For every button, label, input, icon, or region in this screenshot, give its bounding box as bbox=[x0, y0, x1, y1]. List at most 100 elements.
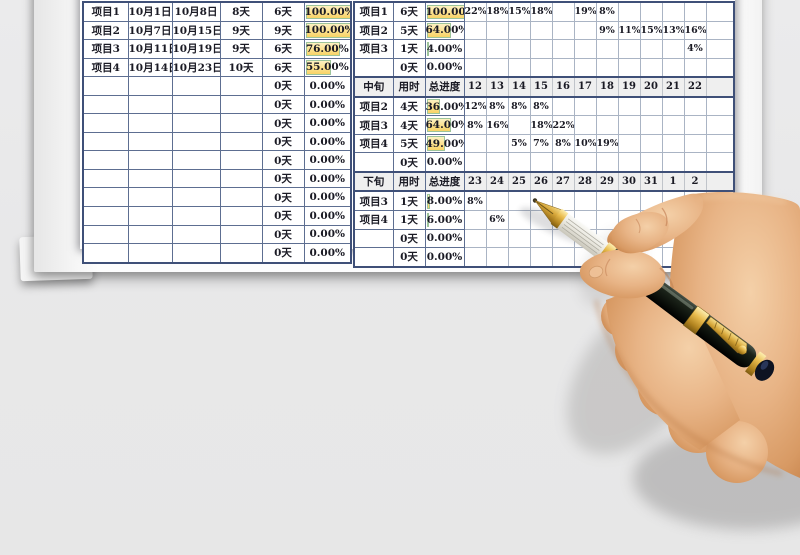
day-cell[interactable]: 18% bbox=[485, 1, 509, 22]
day-cell[interactable] bbox=[485, 152, 509, 173]
cell-start-date[interactable] bbox=[127, 150, 173, 170]
cell-project[interactable] bbox=[82, 131, 129, 152]
day-cell[interactable] bbox=[529, 57, 553, 78]
day-cell[interactable] bbox=[485, 133, 509, 154]
day-cell[interactable] bbox=[551, 20, 575, 41]
day-cell[interactable] bbox=[617, 115, 641, 135]
cell-planned-days[interactable]: 8天 bbox=[219, 1, 263, 22]
cell-total-progress[interactable]: 0.00% bbox=[303, 243, 352, 264]
cell-day-number[interactable]: 24 bbox=[485, 170, 509, 193]
cell-start-date[interactable] bbox=[127, 131, 173, 152]
cell-end-date[interactable] bbox=[171, 243, 221, 264]
cell-total-progress[interactable]: 0.00% bbox=[424, 152, 465, 173]
cell-used-days[interactable]: 5天 bbox=[392, 20, 426, 41]
cell-day-number[interactable]: 28 bbox=[573, 170, 597, 193]
day-cell[interactable] bbox=[595, 57, 619, 78]
cell-used-days[interactable]: 0天 bbox=[392, 247, 426, 268]
day-cell[interactable] bbox=[705, 96, 735, 117]
cell-end-date[interactable] bbox=[171, 224, 221, 245]
cell-total-progress[interactable]: 55.00% bbox=[303, 57, 352, 78]
day-cell[interactable] bbox=[617, 96, 641, 117]
cell-project[interactable]: 项目2 bbox=[82, 20, 129, 41]
day-cell[interactable] bbox=[551, 247, 575, 268]
cell-total-progress[interactable]: 0.00% bbox=[424, 247, 465, 268]
cell-used-days[interactable]: 0天 bbox=[261, 168, 305, 189]
day-cell[interactable]: 5% bbox=[507, 133, 531, 154]
cell-start-date[interactable] bbox=[127, 224, 173, 245]
cell-planned-days[interactable] bbox=[219, 94, 263, 115]
cell-planned-days[interactable] bbox=[219, 131, 263, 152]
cell-progress-label[interactable]: 总进度 bbox=[424, 76, 465, 98]
cell-used-days[interactable]: 0天 bbox=[261, 206, 305, 226]
cell-start-date[interactable]: 10月1日 bbox=[127, 1, 173, 22]
day-cell[interactable] bbox=[617, 57, 641, 78]
cell-project[interactable]: 项目2 bbox=[353, 96, 394, 117]
cell-day-number[interactable] bbox=[705, 170, 735, 193]
day-cell[interactable] bbox=[573, 39, 597, 59]
cell-end-date[interactable]: 10月8日 bbox=[171, 1, 221, 22]
cell-total-progress[interactable]: 8.00% bbox=[424, 190, 465, 212]
cell-project[interactable]: 项目1 bbox=[82, 1, 129, 22]
cell-total-progress[interactable]: 0.00% bbox=[303, 94, 352, 115]
cell-start-date[interactable]: 10月11日 bbox=[127, 39, 173, 59]
cell-day-number[interactable]: 30 bbox=[617, 170, 641, 193]
day-cell[interactable] bbox=[573, 20, 597, 41]
day-cell[interactable] bbox=[463, 20, 487, 41]
day-cell[interactable]: 16% bbox=[485, 115, 509, 135]
day-cell[interactable] bbox=[661, 1, 685, 22]
cell-used-days[interactable]: 0天 bbox=[261, 187, 305, 208]
day-cell[interactable] bbox=[507, 57, 531, 78]
cell-used-days[interactable]: 0天 bbox=[261, 94, 305, 115]
cell-day-number[interactable]: 22 bbox=[683, 76, 707, 98]
cell-total-progress[interactable]: 100.00% bbox=[303, 1, 352, 22]
day-cell[interactable] bbox=[595, 115, 619, 135]
cell-day-number[interactable]: 15 bbox=[529, 76, 553, 98]
cell-planned-days[interactable] bbox=[219, 168, 263, 189]
cell-total-progress[interactable]: 36.00% bbox=[424, 96, 465, 117]
cell-used-days[interactable]: 0天 bbox=[392, 57, 426, 78]
cell-day-number[interactable]: 26 bbox=[529, 170, 553, 193]
day-cell[interactable]: 8% bbox=[529, 96, 553, 117]
cell-day-number[interactable]: 25 bbox=[507, 170, 531, 193]
cell-project[interactable] bbox=[82, 206, 129, 226]
cell-project[interactable]: 项目3 bbox=[353, 190, 394, 212]
day-cell[interactable] bbox=[661, 115, 685, 135]
day-cell[interactable] bbox=[507, 39, 531, 59]
cell-used-days[interactable]: 5天 bbox=[392, 133, 426, 154]
day-cell[interactable] bbox=[661, 57, 685, 78]
cell-used-label[interactable]: 用时 bbox=[392, 76, 426, 98]
cell-total-progress[interactable]: 0.00% bbox=[303, 150, 352, 170]
day-cell[interactable] bbox=[639, 115, 663, 135]
cell-used-days[interactable]: 4天 bbox=[392, 115, 426, 135]
cell-project[interactable]: 项目1 bbox=[353, 1, 394, 22]
cell-day-number[interactable]: 2 bbox=[683, 170, 707, 193]
cell-used-days[interactable]: 4天 bbox=[392, 96, 426, 117]
day-cell[interactable] bbox=[463, 210, 487, 230]
cell-day-number[interactable]: 14 bbox=[507, 76, 531, 98]
day-cell[interactable] bbox=[617, 190, 641, 212]
cell-project[interactable] bbox=[82, 94, 129, 115]
day-cell[interactable]: 8% bbox=[595, 1, 619, 22]
day-cell[interactable] bbox=[551, 190, 575, 212]
day-cell[interactable]: 18% bbox=[529, 115, 553, 135]
day-cell[interactable] bbox=[617, 39, 641, 59]
cell-start-date[interactable] bbox=[127, 243, 173, 264]
cell-day-number[interactable]: 21 bbox=[661, 76, 685, 98]
day-cell[interactable]: 16% bbox=[683, 20, 707, 41]
cell-start-date[interactable] bbox=[127, 76, 173, 96]
day-cell[interactable] bbox=[573, 115, 597, 135]
day-cell[interactable] bbox=[683, 133, 707, 154]
day-cell[interactable] bbox=[639, 1, 663, 22]
cell-day-number[interactable]: 31 bbox=[639, 170, 663, 193]
day-cell[interactable]: 9% bbox=[595, 20, 619, 41]
day-cell[interactable]: 19% bbox=[595, 133, 619, 154]
day-cell[interactable] bbox=[551, 96, 575, 117]
cell-used-label[interactable]: 用时 bbox=[392, 170, 426, 193]
day-cell[interactable]: 22% bbox=[463, 1, 487, 22]
cell-used-days[interactable]: 0天 bbox=[261, 243, 305, 264]
cell-project[interactable] bbox=[82, 243, 129, 264]
cell-total-progress[interactable]: 100.00% bbox=[303, 20, 352, 41]
cell-total-progress[interactable]: 0.00% bbox=[303, 113, 352, 133]
cell-project[interactable] bbox=[82, 168, 129, 189]
cell-project[interactable]: 项目3 bbox=[82, 39, 129, 59]
